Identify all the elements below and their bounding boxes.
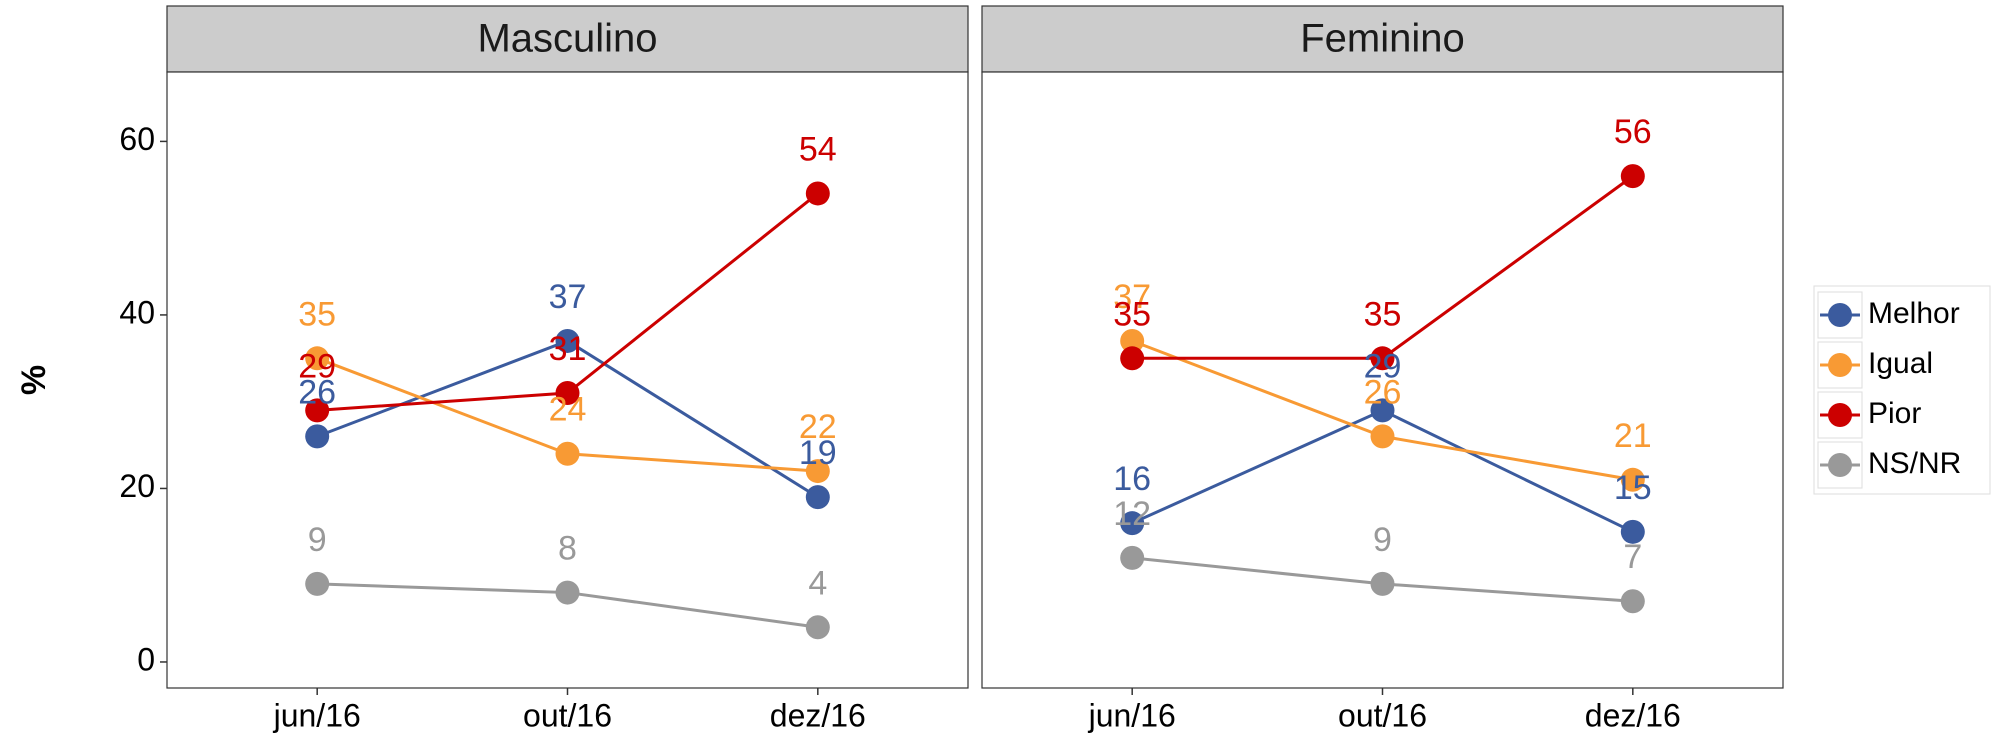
point	[305, 346, 330, 371]
strip	[981, 5, 1784, 73]
data-label: 31	[549, 330, 587, 368]
legend-key-point	[1828, 403, 1852, 427]
data-label: 56	[1614, 113, 1652, 151]
point	[555, 441, 580, 466]
y-tick-label: 40	[119, 294, 155, 330]
data-label: 22	[799, 408, 837, 446]
facet-title: Masculino	[477, 17, 657, 61]
data-label: 37	[1113, 278, 1151, 316]
data-label: 24	[549, 391, 587, 429]
point	[1120, 545, 1145, 570]
point	[305, 424, 330, 449]
legend-label: NS/NR	[1868, 447, 1961, 480]
point	[1370, 346, 1395, 371]
legend-label: Igual	[1868, 347, 1933, 380]
data-label: 29	[298, 347, 336, 385]
data-label: 35	[1364, 295, 1402, 333]
point	[805, 485, 830, 510]
data-label: 7	[1623, 538, 1642, 576]
point	[1620, 467, 1645, 492]
y-axis-label: %	[15, 365, 53, 395]
strip	[166, 5, 969, 73]
data-label: 9	[308, 521, 327, 559]
y-tick-label: 20	[119, 468, 155, 504]
x-tick-label: dez/16	[770, 697, 866, 733]
x-tick-label: jun/16	[1088, 697, 1176, 733]
x-tick-label: dez/16	[1585, 697, 1681, 733]
y-tick-label: 0	[137, 641, 155, 677]
data-label: 26	[1364, 373, 1402, 411]
data-label: 15	[1614, 469, 1652, 507]
point	[805, 459, 830, 484]
point	[805, 615, 830, 640]
point	[1120, 511, 1145, 536]
point	[1120, 328, 1145, 353]
legend-key-point	[1828, 353, 1852, 377]
point	[1620, 164, 1645, 189]
point	[1620, 589, 1645, 614]
data-label: 19	[799, 434, 837, 472]
point	[555, 381, 580, 406]
legend-key-point	[1828, 453, 1852, 477]
data-label: 16	[1113, 460, 1151, 498]
y-tick-label: 60	[119, 121, 155, 157]
point	[1620, 519, 1645, 544]
x-tick-label: jun/16	[273, 697, 361, 733]
data-label: 29	[1364, 347, 1402, 385]
point	[305, 571, 330, 596]
point	[305, 398, 330, 423]
data-label: 37	[549, 278, 587, 316]
data-label: 21	[1614, 417, 1652, 455]
point	[1120, 346, 1145, 371]
data-label: 35	[298, 295, 336, 333]
point	[805, 181, 830, 206]
x-tick-label: out/16	[523, 697, 612, 733]
data-label: 26	[298, 373, 336, 411]
point	[1370, 398, 1395, 423]
data-label: 4	[808, 564, 827, 602]
point	[1370, 424, 1395, 449]
data-label: 12	[1113, 495, 1151, 533]
point	[1370, 571, 1395, 596]
legend-label: Pior	[1868, 397, 1921, 430]
data-label: 9	[1373, 521, 1392, 559]
point	[555, 328, 580, 353]
x-tick-label: out/16	[1338, 697, 1427, 733]
data-label: 8	[558, 530, 577, 568]
data-label: 35	[1113, 295, 1151, 333]
legend-key-point	[1828, 303, 1852, 327]
point	[555, 580, 580, 605]
data-label: 54	[799, 130, 837, 168]
legend-label: Melhor	[1868, 297, 1960, 330]
facet-title: Feminino	[1300, 17, 1465, 61]
